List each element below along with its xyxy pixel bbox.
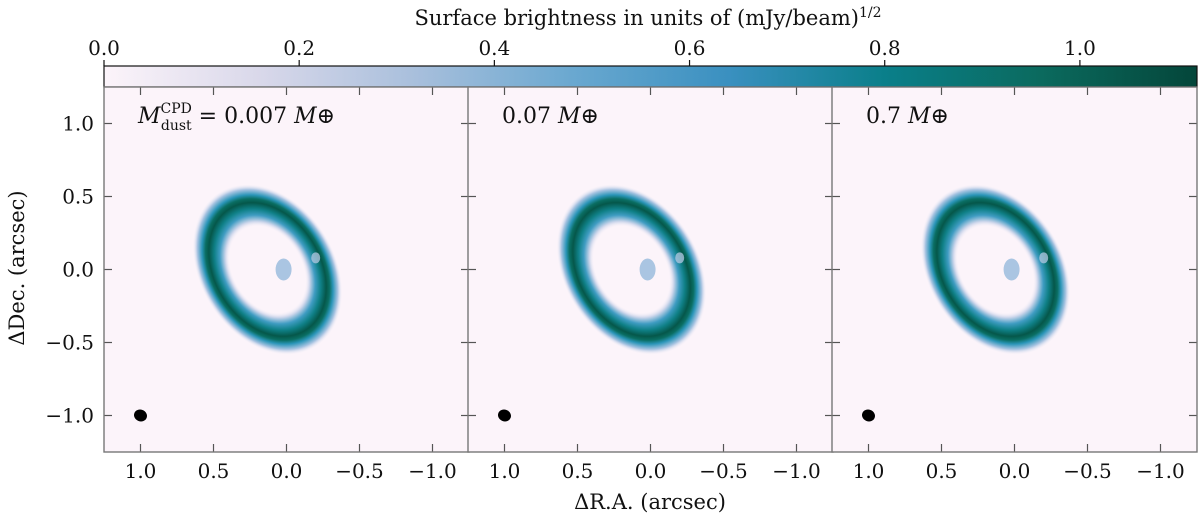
y-tick-label: −1.0 [45, 404, 94, 428]
x-tick-label: 1.0 [125, 459, 157, 483]
x-tick-label: −0.5 [1063, 459, 1112, 483]
companion-source [311, 252, 321, 264]
x-tick-label: 0.5 [562, 459, 594, 483]
x-tick-label: 0.5 [926, 459, 958, 483]
x-tick-label: −1.0 [772, 459, 821, 483]
y-tick-label: 1.0 [62, 112, 94, 136]
central-source [1003, 258, 1020, 281]
panel-1: 1.0 0.5 0.0 −0.5 −1.0 1.0 0.5 0.0 −0.5 −1.0 MCPD du… [45, 86, 470, 483]
colorbar-bar [103, 65, 1198, 88]
companion-source [675, 252, 685, 264]
central-source [275, 258, 292, 281]
colorbar-tick-label: 0.0 [88, 36, 120, 60]
panels: 1.0 0.5 0.0 −0.5 −1.0 1.0 0.5 0.0 −0.5 −1.0 MCPD du… [45, 86, 1198, 483]
panel-label: 0.07 M⊕ [502, 104, 599, 129]
y-tick-label: 0.5 [62, 185, 94, 209]
colorbar-tick-label: 0.8 [869, 36, 901, 60]
companion-source [1039, 252, 1049, 264]
disk-ring [920, 184, 1071, 355]
y-axis-label: ΔDec. (arcsec) [5, 190, 29, 345]
x-tick-label: −0.5 [335, 459, 384, 483]
x-tick-label: 1.0 [853, 459, 885, 483]
x-axis-label: ΔR.A. (arcsec) [574, 490, 726, 514]
y-tick-label: −0.5 [45, 331, 94, 355]
central-source [639, 258, 656, 281]
panel-3: 1.0 0.5 0.0 −0.5 −1.0 0.7 M⊕ [831, 86, 1198, 483]
beam [862, 409, 875, 422]
colorbar-tick-label: 0.6 [674, 36, 706, 60]
disk-ring [192, 184, 343, 355]
colorbar-ticks: 0.0 0.2 0.4 0.6 0.8 1.0 [88, 36, 1096, 66]
colorbar: Surface brightness in units of (mJy/beam… [88, 5, 1198, 88]
beam [498, 409, 511, 422]
panel-frame [831, 86, 1198, 453]
colorbar-tick-label: 0.2 [283, 36, 315, 60]
x-tick-label: 1.0 [489, 459, 521, 483]
x-tick-label: 0.5 [198, 459, 230, 483]
x-tick-label: −1.0 [408, 459, 457, 483]
colorbar-tick-label: 1.0 [1064, 36, 1096, 60]
panel-label: MCPD dust = 0.007 M⊕ [137, 101, 335, 134]
y-tick-label: 0.0 [62, 258, 94, 282]
beam [134, 409, 147, 422]
x-tick-label: −1.0 [1136, 459, 1185, 483]
panel-2: 1.0 0.5 0.0 −0.5 −1.0 0.07 M⊕ [467, 86, 834, 483]
colorbar-title: Surface brightness in units of (mJy/beam… [414, 5, 881, 30]
panel-label: 0.7 M⊕ [866, 104, 949, 129]
x-tick-label: 0.0 [635, 459, 667, 483]
x-tick-label: −0.5 [699, 459, 748, 483]
colorbar-tick-label: 0.4 [478, 36, 510, 60]
disk-ring [556, 184, 707, 355]
x-tick-label: 0.0 [271, 459, 303, 483]
x-tick-label: 0.0 [999, 459, 1031, 483]
